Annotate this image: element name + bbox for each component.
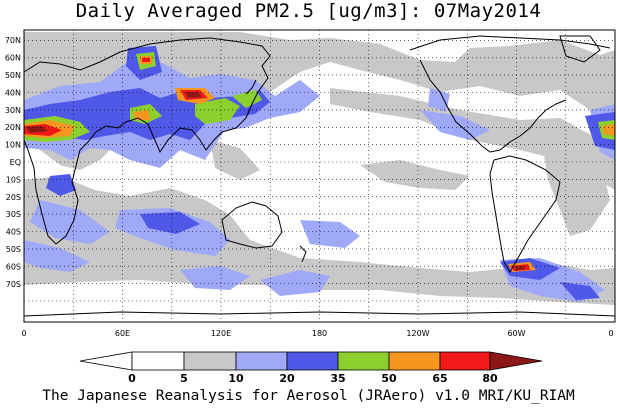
colorbar-label: 80: [482, 372, 498, 385]
colorbar-swatch: [183, 351, 237, 371]
colorbar-swatch: [286, 351, 339, 371]
lat-label: 70N: [5, 36, 21, 45]
lat-label: 50N: [5, 71, 21, 80]
lat-label: 60N: [5, 54, 21, 63]
lat-axis: 70N 60N 50N 40N 30N 20N 10N EQ 10S 20S 3…: [5, 36, 21, 289]
colorbar-swatch: [337, 351, 390, 371]
colorbar-label: 65: [432, 372, 447, 385]
lat-label: 70S: [6, 280, 21, 289]
lat-label: 20S: [6, 193, 21, 202]
lat-label: 40S: [6, 228, 21, 237]
lon-label: 120W: [406, 329, 429, 338]
lon-label: 120E: [211, 329, 231, 338]
colorbar-swatch: [439, 351, 491, 371]
lon-label: 60E: [115, 329, 130, 338]
colorbar-label: 35: [330, 372, 345, 385]
colorbar-high-arrow: [489, 351, 543, 371]
lon-label: 0: [21, 329, 26, 338]
colorbar: 0 5 10 20 35 50 65 80: [79, 351, 543, 385]
map-plot-area: 70N 60N 50N 40N 30N 20N 10N EQ 10S 20S 3…: [5, 29, 616, 338]
map-title: Daily Averaged PM2.5 [ug/m3]: 07May2014: [75, 0, 542, 22]
colorbar-label: 50: [381, 372, 397, 385]
lat-label: 10N: [5, 141, 21, 150]
lon-axis: 0 60E 120E 180 120W 60W 0: [21, 329, 613, 338]
colorbar-label: 20: [279, 372, 295, 385]
lat-label: 60S: [6, 263, 21, 272]
lat-label: EQ: [10, 158, 21, 167]
lat-label: 50S: [6, 245, 21, 254]
grid-lines: [24, 30, 615, 322]
colorbar-swatch: [131, 351, 185, 371]
colorbar-swatch: [235, 351, 288, 371]
lat-label: 30N: [5, 106, 21, 115]
footer-credit: The Japanese Reanalysis for Aerosol (JRA…: [42, 388, 575, 404]
colorbar-low-arrow: [79, 351, 133, 371]
colorbar-swatch: [388, 351, 441, 371]
colorbar-label: 5: [180, 372, 188, 385]
lat-label: 30S: [6, 210, 21, 219]
coastlines: [24, 35, 615, 317]
pm25-darkred-band: [26, 92, 525, 270]
colorbar-label: 0: [128, 372, 136, 385]
lat-label: 20N: [5, 123, 21, 132]
map-frame: [23, 29, 616, 323]
lon-label: 180: [312, 329, 327, 338]
lat-label: 10S: [6, 176, 21, 185]
lon-label: 60W: [507, 329, 525, 338]
lon-label: 0: [608, 329, 613, 338]
pm25-field: [24, 30, 615, 322]
colorbar-label: 10: [228, 372, 244, 385]
lat-label: 40N: [5, 89, 21, 98]
